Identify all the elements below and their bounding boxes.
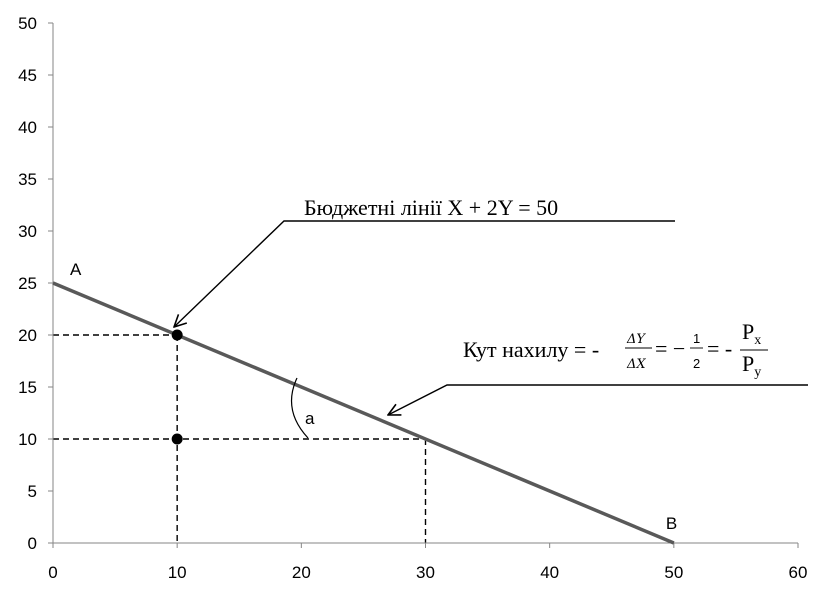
slope-eq: = − [655, 336, 685, 361]
slope-dx: ΔX [626, 357, 646, 372]
slope-half-num: 1 [693, 331, 700, 346]
slope-annotation: Кут нахилу = - ΔY ΔX = − 1 2 = - Px Py [463, 319, 768, 380]
y-tick-label: 20 [18, 326, 37, 345]
x-tick-label: 60 [789, 563, 808, 582]
angle-label: a [305, 409, 315, 428]
y-tick-label: 25 [18, 274, 37, 293]
y-axis-ticks: 0 5 10 15 20 25 30 35 40 45 50 [18, 14, 53, 553]
x-tick-label: 0 [48, 563, 57, 582]
point-labels: AB [70, 260, 677, 533]
slope-px-sub: x [754, 333, 761, 348]
y-tick-label: 40 [18, 118, 37, 137]
y-tick-label: 5 [28, 482, 37, 501]
series [52, 281, 675, 545]
y-tick-label: 30 [18, 222, 37, 241]
points [171, 329, 183, 445]
slope-half-den: 2 [693, 356, 700, 371]
guide-lines [53, 334, 427, 543]
y-tick-label: 15 [18, 378, 37, 397]
y-tick-label: 10 [18, 430, 37, 449]
x-tick-label: 20 [292, 563, 311, 582]
budget-line-annotation: Бюджетні лінії X + 2Y = 50 [304, 195, 558, 220]
y-tick-label: 35 [18, 170, 37, 189]
data-point [171, 433, 183, 445]
slope-eq2: = - [707, 336, 732, 361]
data-point [171, 329, 183, 341]
slope-px: Px [742, 319, 761, 348]
x-axis-ticks: 0 10 20 30 40 50 60 [48, 543, 807, 582]
x-tick-label: 40 [540, 563, 559, 582]
y-tick-label: 45 [18, 66, 37, 85]
point-label: B [666, 514, 677, 533]
point-label: A [70, 260, 82, 279]
budget-line [52, 281, 675, 545]
slope-callout-leader [388, 384, 808, 415]
x-tick-label: 30 [416, 563, 435, 582]
angle-arc [290, 377, 309, 439]
slope-dy: ΔY [626, 332, 646, 347]
slope-prefix: Кут нахилу = - [463, 337, 599, 362]
x-tick-label: 10 [168, 563, 187, 582]
slope-py: Py [742, 351, 761, 380]
y-tick-label: 0 [28, 534, 37, 553]
x-tick-label: 50 [664, 563, 683, 582]
budget-callout-leader [174, 220, 675, 327]
y-tick-label: 50 [18, 14, 37, 33]
slope-py-sub: y [754, 365, 761, 380]
